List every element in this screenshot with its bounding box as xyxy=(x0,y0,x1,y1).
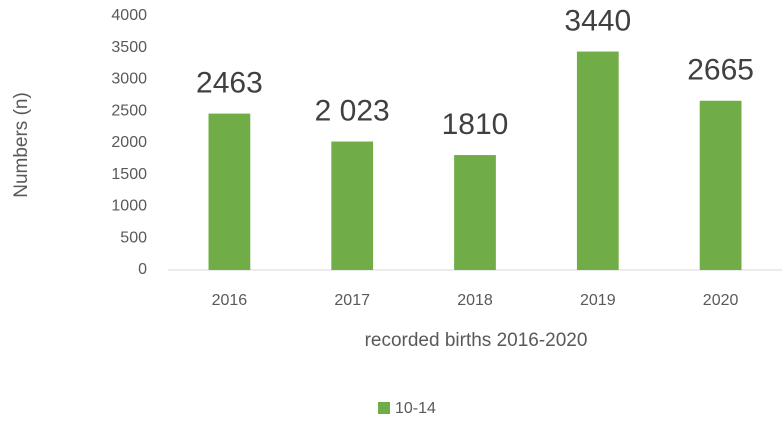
x-axis-title: recorded births 2016-2020 xyxy=(365,330,588,351)
y-tick-label: 1000 xyxy=(111,198,147,215)
legend-swatch xyxy=(378,402,390,414)
y-tick-label: 0 xyxy=(138,261,147,278)
bar xyxy=(454,155,496,270)
x-tick-label: 2018 xyxy=(457,292,493,309)
y-tick-label: 2000 xyxy=(111,134,147,151)
data-label: 2 023 xyxy=(315,94,390,127)
y-tick-label: 2500 xyxy=(111,102,147,119)
bar xyxy=(331,141,374,270)
x-tick-label: 2017 xyxy=(334,292,370,309)
y-tick-label: 1500 xyxy=(111,166,147,183)
x-tick-label: 2016 xyxy=(212,292,248,309)
y-tick-label: 4000 xyxy=(111,7,147,24)
y-tick-label: 500 xyxy=(120,229,147,246)
bar xyxy=(576,51,619,271)
data-label: 3440 xyxy=(564,4,631,37)
bar xyxy=(208,113,251,270)
x-tick-label: 2019 xyxy=(580,292,616,309)
data-label: 1810 xyxy=(442,108,509,141)
y-axis-title: Numbers (n) xyxy=(11,92,32,198)
data-label: 2463 xyxy=(196,67,263,100)
y-tick-label: 3500 xyxy=(111,39,147,56)
data-label: 2665 xyxy=(687,54,754,87)
bar xyxy=(699,100,742,271)
legend-label: 10-14 xyxy=(395,400,436,417)
y-tick-label: 3000 xyxy=(111,71,147,88)
x-tick-label: 2020 xyxy=(703,292,739,309)
